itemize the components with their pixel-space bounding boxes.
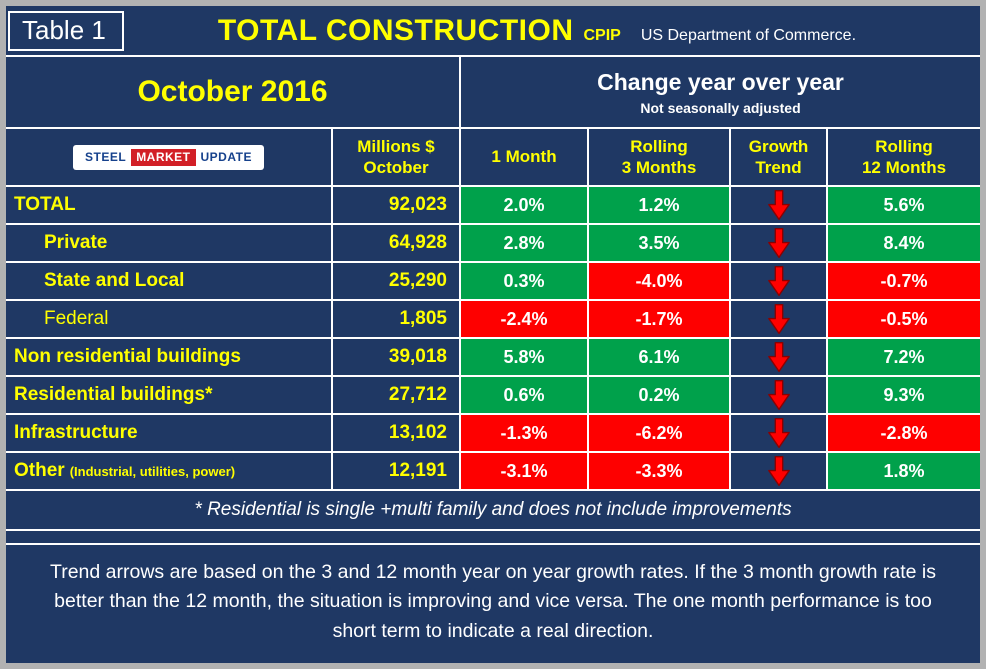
column-header-rolling-12: Rolling 12 Months [828,129,980,185]
row-label: TOTAL [6,187,331,223]
rolling-12-cell: 1.8% [828,453,980,489]
separator-line [6,543,980,545]
cpip-label: CPIP [583,26,621,44]
down-arrow-icon [767,379,790,410]
down-arrow-icon [767,417,790,448]
column-header-rolling-3: Rolling 3 Months [589,129,729,185]
one-month-cell: -1.3% [461,415,587,451]
rolling-3-cell: -3.3% [589,453,729,489]
period-header: October 2016 [6,57,459,127]
rolling-3-cell: 6.1% [589,339,729,375]
one-month-cell: 5.8% [461,339,587,375]
trend-explanation: Trend arrows are based on the 3 and 12 m… [50,561,936,642]
column-header-millions: Millions $ October [333,129,459,185]
one-month-cell: 2.0% [461,187,587,223]
one-month-cell: -3.1% [461,453,587,489]
logo-market-text: MARKET [131,148,196,166]
title-group: TOTAL CONSTRUCTION CPIP US Department of… [124,14,980,48]
row-millions-value: 13,102 [333,415,459,451]
logo-cell: STEEL MARKET UPDATE [6,129,331,185]
spacer [6,531,980,543]
growth-trend-cell [731,187,826,223]
rolling-3-cell: -4.0% [589,263,729,299]
row-label: State and Local [6,263,331,299]
nsa-note: Not seasonally adjusted [640,99,801,116]
rolling-3-cell: 0.2% [589,377,729,413]
row-millions-value: 92,023 [333,187,459,223]
report-title: TOTAL CONSTRUCTION [217,13,574,47]
rolling-12-cell: 8.4% [828,225,980,261]
rolling-3-cell: 1.2% [589,187,729,223]
row-label: Non residential buildings [6,339,331,375]
row-millions-value: 25,290 [333,263,459,299]
growth-trend-cell [731,453,826,489]
logo-update-text: UPDATE [200,149,252,164]
one-month-cell: 0.6% [461,377,587,413]
down-arrow-icon [767,455,790,486]
change-header: Change year over year Not seasonally adj… [461,57,980,127]
rolling-12-cell: -0.7% [828,263,980,299]
one-month-cell: 0.3% [461,263,587,299]
rolling-12-cell: 7.2% [828,339,980,375]
growth-trend-cell [731,263,826,299]
down-arrow-icon [767,303,790,334]
row-label: Private [6,225,331,261]
rolling-3-cell: 3.5% [589,225,729,261]
column-header-growth-trend: Growth Trend [731,129,826,185]
row-millions-value: 12,191 [333,453,459,489]
row-label: Infrastructure [6,415,331,451]
row-label: Residential buildings* [6,377,331,413]
smu-logo: STEEL MARKET UPDATE [73,144,264,170]
growth-trend-cell [731,225,826,261]
down-arrow-icon [767,265,790,296]
rolling-12-cell: -0.5% [828,301,980,337]
down-arrow-icon [767,189,790,220]
rolling-12-cell: 9.3% [828,377,980,413]
growth-trend-cell [731,415,826,451]
down-arrow-icon [767,227,790,258]
growth-trend-cell [731,301,826,337]
rolling-12-cell: 5.6% [828,187,980,223]
growth-trend-cell [731,339,826,375]
rolling-3-cell: -6.2% [589,415,729,451]
data-table: October 2016 Change year over year Not s… [6,55,980,531]
growth-trend-cell [731,377,826,413]
row-label: Federal [6,301,331,337]
column-header-1-month: 1 Month [461,129,587,185]
table-number-box: Table 1 [8,10,124,51]
change-title: Change year over year [597,68,844,95]
row-label: Other (Industrial, utilities, power) [6,453,331,489]
logo-steel-text: STEEL [85,149,127,164]
source-label: US Department of Commerce. [640,26,857,44]
row-millions-value: 1,805 [333,301,459,337]
title-bar: Table 1 TOTAL CONSTRUCTION CPIP US Depar… [6,6,980,55]
down-arrow-icon [767,341,790,372]
row-millions-value: 39,018 [333,339,459,375]
row-millions-value: 27,712 [333,377,459,413]
rolling-3-cell: -1.7% [589,301,729,337]
row-millions-value: 64,928 [333,225,459,261]
one-month-cell: -2.4% [461,301,587,337]
rolling-12-cell: -2.8% [828,415,980,451]
footnote-row: * Residential is single +multi family an… [6,491,980,529]
table-number-label: Table 1 [22,14,106,45]
one-month-cell: 2.8% [461,225,587,261]
